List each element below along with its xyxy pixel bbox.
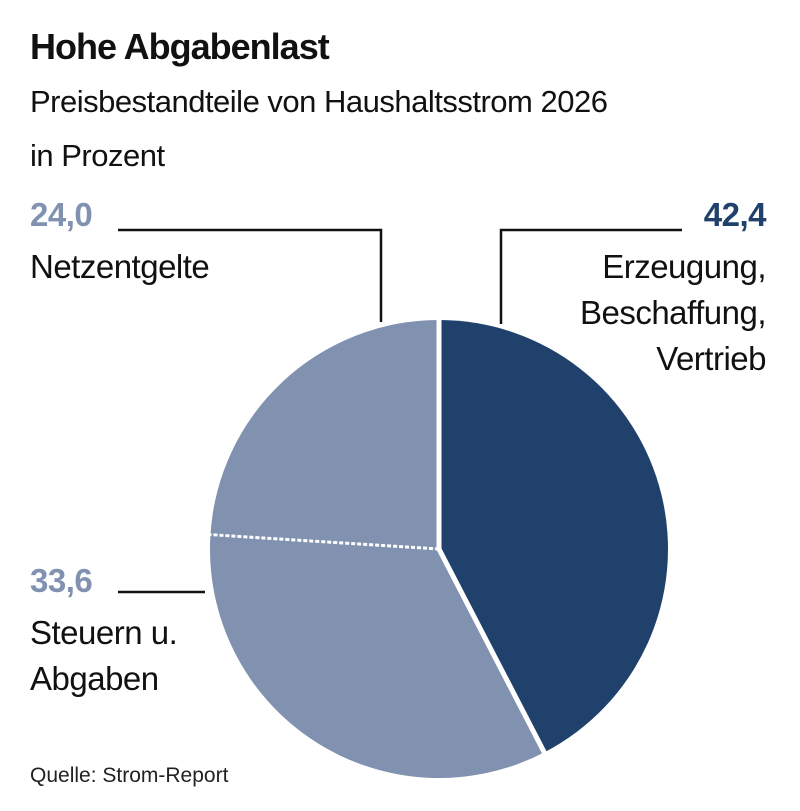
label-line: Steuern u. xyxy=(30,614,178,651)
value-label-netzentgelte: 24,0 xyxy=(30,196,93,233)
slice-netzentgelte xyxy=(210,320,439,549)
leader-line-netzentgelte xyxy=(118,228,383,322)
chart-unit: in Prozent xyxy=(30,138,165,173)
label-line: Erzeugung, xyxy=(602,248,766,285)
label-line: Abgaben xyxy=(30,660,159,697)
slice-label-steuern: Steuern u. Abgaben xyxy=(30,610,178,702)
label-line: Beschaffung, xyxy=(579,294,767,331)
slice-label-erzeugung: Erzeugung, Beschaffung, Vertrieb xyxy=(579,244,767,382)
label-line: Vertrieb xyxy=(656,340,766,377)
source-note: Quelle: Strom-Report xyxy=(30,764,229,787)
leader-line-erzeugung xyxy=(499,228,682,324)
slice-erzeugung xyxy=(439,320,669,753)
chart-title: Hohe Abgabenlast xyxy=(30,26,330,67)
slice-separator-dotted xyxy=(208,532,440,551)
value-label-steuern: 33,6 xyxy=(30,562,93,599)
value-label-erzeugung: 42,4 xyxy=(703,196,767,233)
chart-subtitle: Preisbestandteile von Haushaltsstrom 202… xyxy=(30,84,608,119)
slice-separator-lower xyxy=(436,547,548,756)
slice-label-netzentgelte: Netzentgelte xyxy=(30,244,210,290)
label-line: Netzentgelte xyxy=(30,248,210,285)
